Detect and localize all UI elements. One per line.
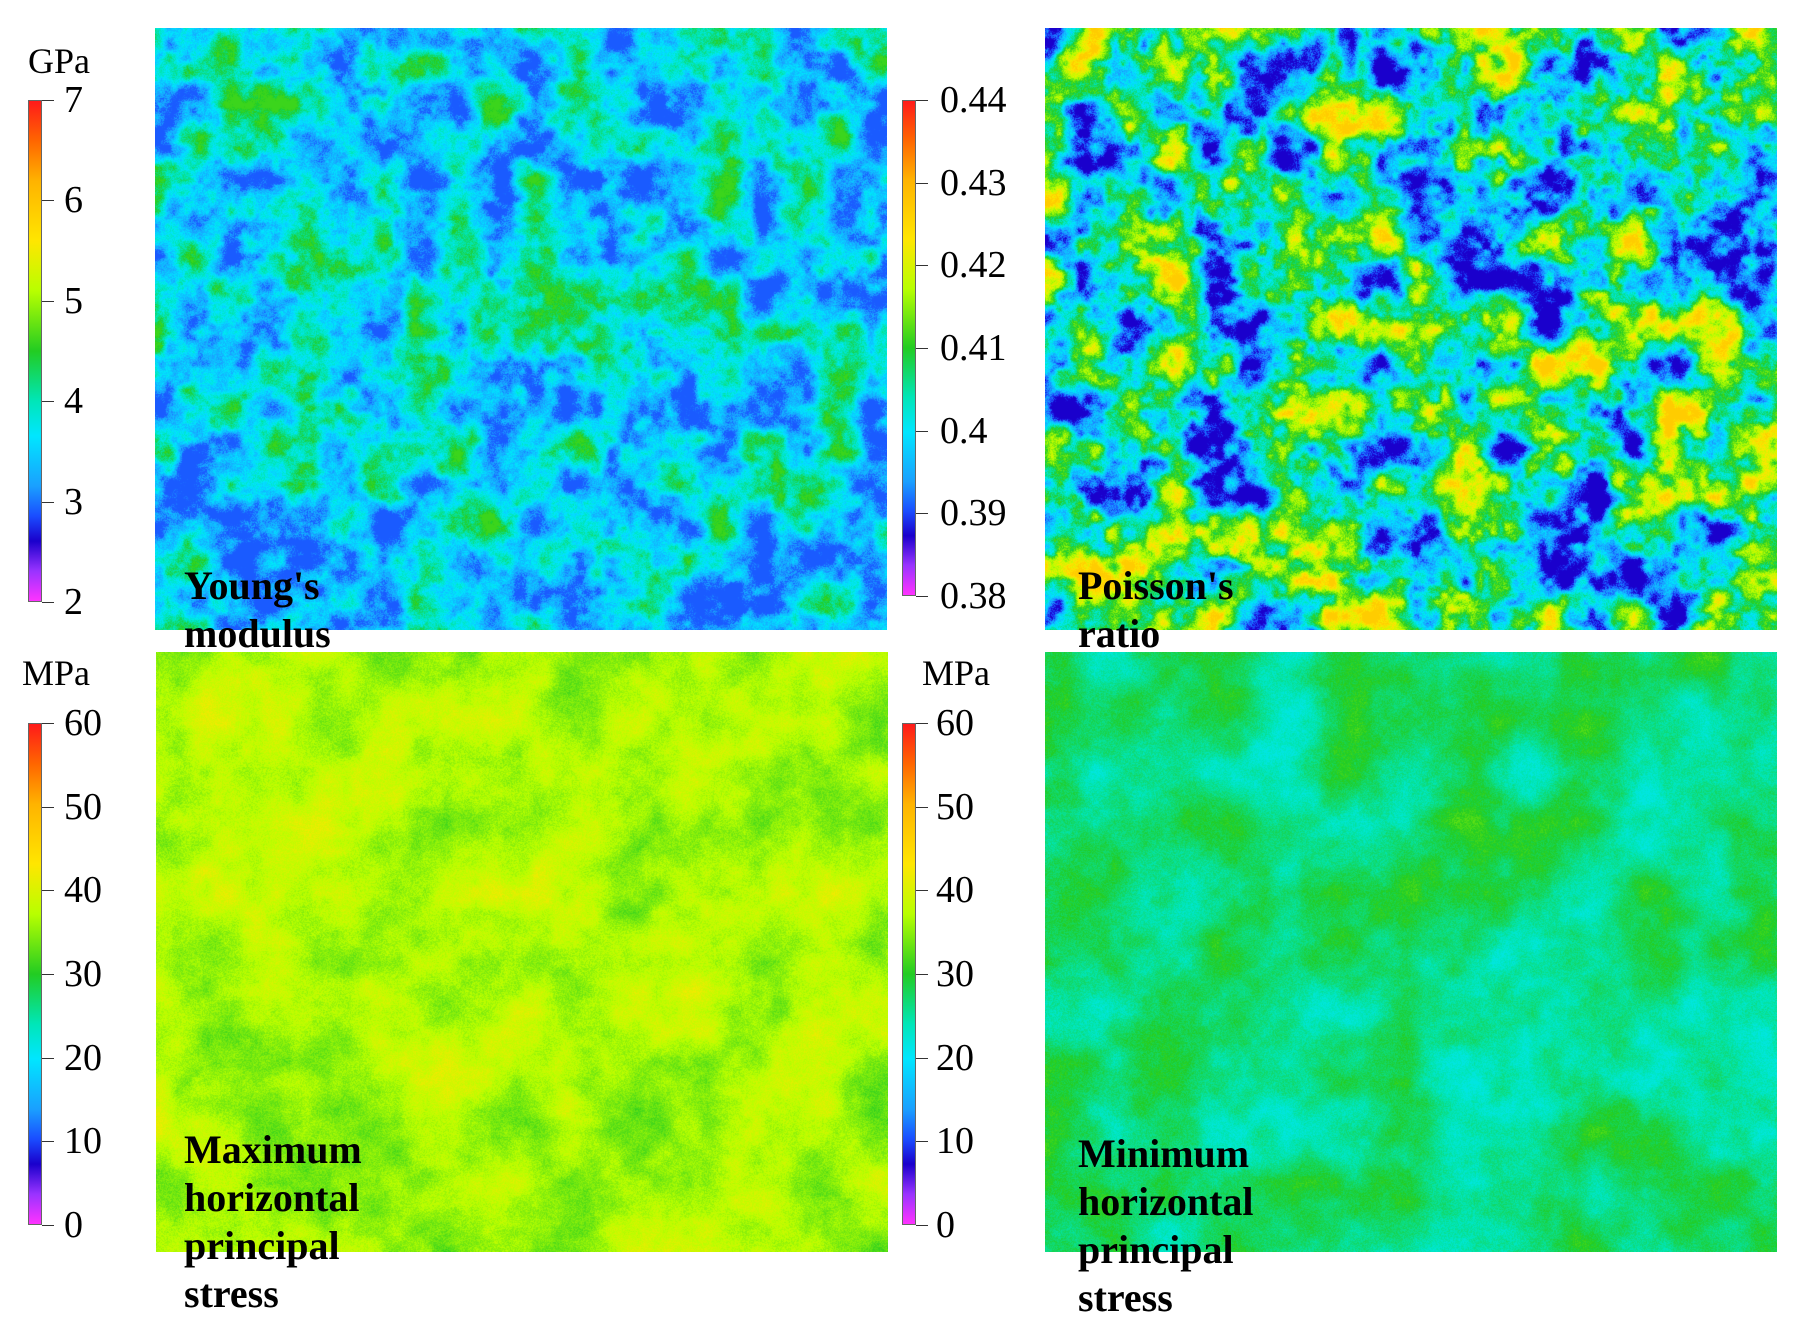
colorbar-tick <box>42 401 54 402</box>
colorbar-tick <box>42 974 54 975</box>
colorbar-tick-label: 40 <box>936 869 974 911</box>
colorbar-tick <box>42 723 54 724</box>
colorbar-tick-label: 2 <box>64 581 83 623</box>
colorbar-tick-label: 0.43 <box>940 162 1007 204</box>
colorbar-unit: GPa <box>28 41 90 81</box>
colorbar-unit: MPa <box>22 653 91 693</box>
colorbar-tick <box>916 513 928 514</box>
colorbar-tick-label: 30 <box>64 953 102 995</box>
map-title-line: stress <box>1078 1275 1173 1320</box>
colorbar-tick-label: 60 <box>64 702 102 744</box>
colorbar-tick-label: 10 <box>64 1120 102 1162</box>
map-title-line: stress <box>184 1271 279 1316</box>
colorbar-tick <box>916 807 928 808</box>
map-title: Maximum horizontal principal stress <box>184 1126 362 1318</box>
colorbar-tick <box>42 807 54 808</box>
colorbar-tick-label: 5 <box>64 280 83 322</box>
max-horizontal-stress-map <box>156 652 888 1252</box>
colorbar <box>902 100 916 596</box>
colorbar-tick <box>42 1058 54 1059</box>
colorbar-tick-label: 0 <box>64 1204 83 1246</box>
colorbar-unit: MPa <box>922 653 991 693</box>
colorbar-tick-label: 4 <box>64 380 83 422</box>
colorbar-tick <box>42 602 54 603</box>
colorbar-tick-label: 3 <box>64 481 83 523</box>
map-title: Poisson's ratio <box>1078 562 1234 658</box>
colorbar <box>28 100 42 602</box>
colorbar-tick <box>42 1141 54 1142</box>
colorbar-tick <box>42 100 54 101</box>
colorbar-tick <box>916 431 928 432</box>
colorbar-tick <box>42 502 54 503</box>
colorbar <box>902 723 916 1225</box>
youngs-modulus-map <box>155 28 887 630</box>
colorbar-tick-label: 50 <box>64 786 102 828</box>
colorbar-tick <box>916 1058 928 1059</box>
colorbar-tick-label: 20 <box>936 1037 974 1079</box>
colorbar-tick-label: 0 <box>936 1204 955 1246</box>
map-title: Minimum horizontal principal stress <box>1078 1130 1254 1322</box>
colorbar-tick <box>42 301 54 302</box>
colorbar-tick <box>916 974 928 975</box>
colorbar-tick <box>916 890 928 891</box>
colorbar-tick-label: 40 <box>64 869 102 911</box>
colorbar-tick-label: 30 <box>936 953 974 995</box>
colorbar-tick <box>42 1225 54 1226</box>
map-title-line: Poisson's ratio <box>1078 563 1234 656</box>
colorbar <box>28 723 42 1225</box>
colorbar-tick <box>916 1225 928 1226</box>
colorbar-tick-label: 0.44 <box>940 79 1007 121</box>
colorbar-tick <box>916 100 928 101</box>
map-title-line: Minimum horizontal principal <box>1078 1131 1254 1272</box>
colorbar-tick <box>916 1141 928 1142</box>
colorbar-tick <box>916 265 928 266</box>
colorbar-tick-label: 50 <box>936 786 974 828</box>
poissons-ratio-map <box>1045 28 1777 630</box>
map-title-line: Young's modulus <box>184 563 331 656</box>
colorbar-tick-label: 6 <box>64 179 83 221</box>
map-title: Young's modulus <box>184 562 331 658</box>
colorbar-tick <box>42 200 54 201</box>
map-title-line: Maximum horizontal principal <box>184 1127 362 1268</box>
colorbar-tick-label: 0.4 <box>940 410 988 452</box>
min-horizontal-stress-map <box>1045 652 1777 1252</box>
colorbar-tick <box>916 183 928 184</box>
colorbar-tick <box>42 890 54 891</box>
colorbar-tick <box>916 596 928 597</box>
colorbar-tick-label: 60 <box>936 702 974 744</box>
colorbar-tick-label: 20 <box>64 1037 102 1079</box>
colorbar-tick-label: 0.39 <box>940 492 1007 534</box>
colorbar-tick <box>916 348 928 349</box>
colorbar-tick-label: 0.42 <box>940 244 1007 286</box>
colorbar-tick-label: 7 <box>64 79 83 121</box>
colorbar-tick-label: 0.38 <box>940 575 1007 617</box>
colorbar-tick-label: 10 <box>936 1120 974 1162</box>
colorbar-tick-label: 0.41 <box>940 327 1007 369</box>
colorbar-tick <box>916 723 928 724</box>
